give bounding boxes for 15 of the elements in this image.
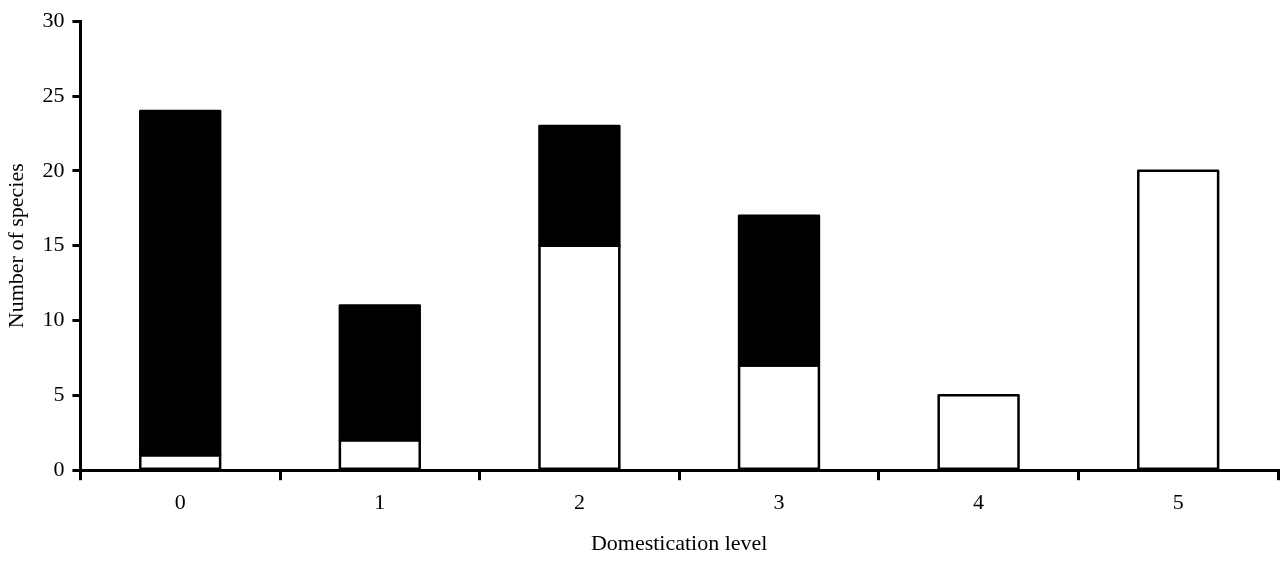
x-tick-label: 1 [374,489,386,515]
y-tick-label: 25 [42,81,65,107]
x-tick-label: 4 [973,489,985,515]
x-tick-label: 2 [573,489,585,515]
x-tick-label: 5 [1172,489,1184,515]
y-tick-label: 15 [42,231,65,257]
x-tick-label: 0 [174,489,186,515]
y-tick-label: 5 [53,381,65,407]
y-tick-label: 10 [42,306,65,332]
y-tick-label: 20 [42,156,65,182]
x-axis-title: Domestication level [590,529,768,555]
y-tick-label: 30 [42,6,65,32]
y-tick-label: 0 [53,455,65,481]
y-axis-title: Number of species [2,163,28,329]
x-tick-label: 3 [773,489,785,515]
